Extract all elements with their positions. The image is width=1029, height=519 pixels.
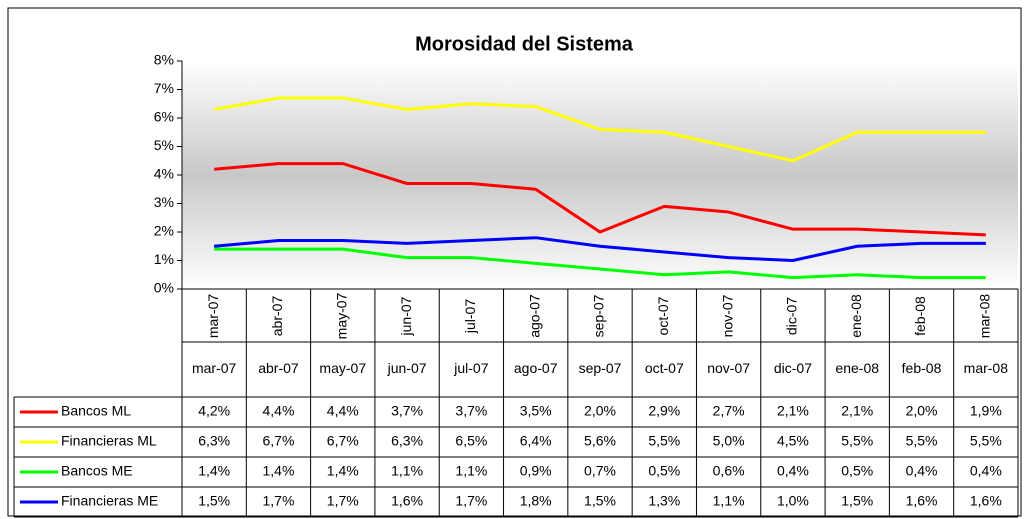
table-header: abr-07	[258, 360, 299, 376]
table-cell: 0,4%	[777, 463, 809, 479]
table-header: jul-07	[453, 360, 488, 376]
table-cell: 1,3%	[648, 493, 680, 509]
x-tick-label: jul-07	[462, 299, 478, 334]
table-cell: 5,5%	[648, 433, 680, 449]
y-tick-label: 4%	[154, 166, 174, 182]
table-cell: 5,5%	[906, 433, 938, 449]
x-tick-label: dic-07	[784, 297, 800, 335]
table-cell: 1,6%	[970, 493, 1002, 509]
table-cell: 1,1%	[455, 463, 487, 479]
y-tick-label: 8%	[154, 52, 174, 68]
table-header: feb-08	[902, 360, 942, 376]
table-cell: 1,1%	[713, 493, 745, 509]
table-cell: 6,7%	[263, 433, 295, 449]
x-tick-label: may-07	[333, 292, 349, 339]
x-tick-label: mar-07	[205, 294, 221, 339]
table-cell: 4,2%	[198, 403, 230, 419]
table-cell: 1,6%	[906, 493, 938, 509]
table-cell: 1,4%	[198, 463, 230, 479]
series-line	[214, 247, 986, 280]
table-cell: 6,3%	[198, 433, 230, 449]
x-tick-label: ago-07	[526, 294, 542, 338]
x-tick-label: nov-07	[719, 294, 735, 337]
table-header: may-07	[319, 360, 366, 376]
table-cell: 6,5%	[455, 433, 487, 449]
table-cell: 0,5%	[648, 463, 680, 479]
table-header: oct-07	[645, 360, 684, 376]
table-cell: 3,7%	[391, 403, 423, 419]
table-cell: 2,7%	[713, 403, 745, 419]
y-tick-label: 2%	[154, 223, 174, 239]
table-cell: 0,7%	[584, 463, 616, 479]
series-line	[214, 236, 986, 262]
table-cell: 1,6%	[391, 493, 423, 509]
table-cell: 4,5%	[777, 433, 809, 449]
table-cell: 5,5%	[970, 433, 1002, 449]
table-cell: 2,1%	[841, 403, 873, 419]
table-cell: 0,4%	[906, 463, 938, 479]
table-cell: 1,4%	[327, 463, 359, 479]
table-header: mar-07	[192, 360, 237, 376]
table-cell: 2,1%	[777, 403, 809, 419]
table-cell: 3,5%	[520, 403, 552, 419]
x-tick-label: jun-07	[398, 296, 414, 336]
table-cell: 1,0%	[777, 493, 809, 509]
table-cell: 1,5%	[841, 493, 873, 509]
table-cell: 5,5%	[841, 433, 873, 449]
table-cell: 1,4%	[263, 463, 295, 479]
y-tick-label: 1%	[154, 251, 174, 267]
table-header: jun-07	[387, 360, 427, 376]
series-line	[214, 162, 986, 237]
table-cell: 2,9%	[648, 403, 680, 419]
table-cell: 1,8%	[520, 493, 552, 509]
table-header: ene-08	[835, 360, 879, 376]
table-cell: 2,0%	[906, 403, 938, 419]
table-header: nov-07	[707, 360, 750, 376]
x-tick-label: abr-07	[269, 296, 285, 337]
table-cell: 1,7%	[263, 493, 295, 509]
table-cell: 6,3%	[391, 433, 423, 449]
y-tick-label: 0%	[154, 280, 174, 296]
table-cell: 0,5%	[841, 463, 873, 479]
table-cell: 5,0%	[713, 433, 745, 449]
table-cell: 0,9%	[520, 463, 552, 479]
table-cell: 1,7%	[455, 493, 487, 509]
table-cell: 1,1%	[391, 463, 423, 479]
table-header: ago-07	[514, 360, 558, 376]
table-cell: 1,5%	[584, 493, 616, 509]
table-header: mar-08	[964, 360, 1009, 376]
table-cell: 0,4%	[970, 463, 1002, 479]
plot-area	[182, 61, 1018, 289]
table-cell: 4,4%	[263, 403, 295, 419]
table-cell: 2,0%	[584, 403, 616, 419]
x-tick-label: feb-08	[912, 296, 928, 336]
table-cell: 5,6%	[584, 433, 616, 449]
table-cell: 4,4%	[327, 403, 359, 419]
y-tick-label: 7%	[154, 80, 174, 96]
table-cell: 6,4%	[520, 433, 552, 449]
y-tick-label: 6%	[154, 109, 174, 125]
table-cell: 1,7%	[327, 493, 359, 509]
x-tick-label: oct-07	[655, 296, 671, 335]
table-cell: 0,6%	[713, 463, 745, 479]
table-cell: 1,9%	[970, 403, 1002, 419]
y-tick-label: 3%	[154, 194, 174, 210]
x-tick-label: ene-08	[848, 294, 864, 338]
legend-label: Bancos ML	[61, 403, 131, 419]
table-cell: 6,7%	[327, 433, 359, 449]
legend-label: Financieras ME	[61, 493, 158, 509]
legend-label: Bancos ME	[61, 463, 133, 479]
x-tick-label: sep-07	[591, 294, 607, 337]
table-cell: 1,5%	[198, 493, 230, 509]
chart-title: Morosidad del Sistema	[415, 33, 634, 55]
table-cell: 3,7%	[455, 403, 487, 419]
series-line	[213, 96, 986, 163]
table-header: sep-07	[579, 360, 622, 376]
x-tick-label: mar-08	[977, 294, 993, 339]
legend-label: Financieras ML	[61, 433, 157, 449]
table-header: dic-07	[774, 360, 812, 376]
y-tick-label: 5%	[154, 137, 174, 153]
